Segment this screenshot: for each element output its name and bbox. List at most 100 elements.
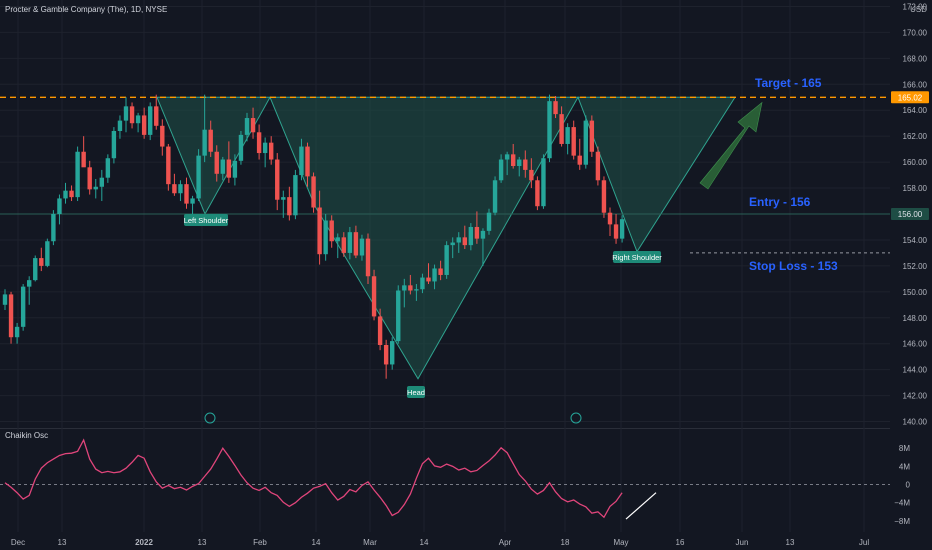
candle-body xyxy=(541,158,546,207)
candle-body xyxy=(462,237,467,246)
time-tick-label: 14 xyxy=(312,538,321,547)
time-tick-label: 2022 xyxy=(135,538,153,547)
candle-body xyxy=(178,184,183,194)
candle-body xyxy=(498,159,504,181)
candle-body xyxy=(377,316,383,345)
candle-body xyxy=(371,276,377,317)
candle-body xyxy=(123,106,129,121)
candle-body xyxy=(51,214,56,242)
price-tick-label: 150.00 xyxy=(903,288,928,297)
candle-body xyxy=(39,258,44,266)
target-price-badge xyxy=(891,91,929,104)
candle-body xyxy=(148,106,153,135)
candle-body xyxy=(63,190,68,199)
candle-body xyxy=(305,146,310,177)
candle-body xyxy=(619,219,625,239)
candle-body xyxy=(486,212,492,231)
candle-body xyxy=(595,151,601,181)
candle-body xyxy=(87,167,92,190)
candle-body xyxy=(456,237,461,243)
candle-body xyxy=(396,290,401,342)
candle-body xyxy=(293,175,298,216)
time-tick-label: 18 xyxy=(561,538,570,547)
entry-label: Entry - 156 xyxy=(749,195,811,209)
candle-body xyxy=(232,160,238,178)
time-tick-label: May xyxy=(613,538,628,547)
candle-body xyxy=(111,130,117,159)
candle-body xyxy=(220,159,225,174)
candle-body xyxy=(523,159,528,170)
time-tick-label: 13 xyxy=(58,538,67,547)
candle-body xyxy=(450,242,455,246)
osc-tick-label: 0 xyxy=(906,481,911,490)
candle-body xyxy=(420,277,425,290)
time-tick-label: 13 xyxy=(198,538,207,547)
candle-body xyxy=(390,341,395,365)
time-tick-label: Dec xyxy=(11,538,25,547)
candle-body xyxy=(256,132,262,154)
candle-body xyxy=(287,197,292,216)
candle-body xyxy=(117,120,123,131)
candle-body xyxy=(311,176,316,208)
candle-body xyxy=(359,238,365,256)
candle-body xyxy=(33,258,38,281)
candle-body xyxy=(565,127,570,144)
price-tick-label: 148.00 xyxy=(903,314,928,323)
candles-series xyxy=(2,94,625,379)
candle-body xyxy=(250,118,256,133)
osc-tick-label: 8M xyxy=(899,444,910,453)
candle-body xyxy=(202,129,207,156)
candle-body xyxy=(275,159,280,200)
candle-body xyxy=(2,294,8,305)
time-tick-label: Mar xyxy=(363,538,377,547)
oscillator-title: Chaikin Osc xyxy=(5,431,49,440)
candle-body xyxy=(141,115,147,135)
price-tick-label: 160.00 xyxy=(903,158,928,167)
candle-body xyxy=(93,186,98,190)
candle-body xyxy=(281,197,286,200)
left-shoulder-tag-bg xyxy=(184,214,228,226)
candle-body xyxy=(347,232,353,253)
candle-body xyxy=(20,286,26,327)
time-tick-label: Apr xyxy=(499,538,512,547)
head-tag: Head xyxy=(407,388,425,397)
candle-body xyxy=(105,158,111,178)
candle-body xyxy=(135,115,141,124)
right-shoulder-tag-bg xyxy=(613,251,661,263)
candle-body xyxy=(14,326,20,338)
price-tick-label: 162.00 xyxy=(903,132,928,141)
price-tick-label: 158.00 xyxy=(903,184,928,193)
candle-body xyxy=(244,118,250,135)
price-tick-label: 152.00 xyxy=(903,262,928,271)
candle-body xyxy=(57,198,62,214)
candle-body xyxy=(45,241,50,266)
candle-body xyxy=(353,232,359,256)
candle-body xyxy=(335,237,340,242)
price-tick-label: 144.00 xyxy=(903,366,928,375)
target-arrow xyxy=(699,101,763,190)
candle-body xyxy=(426,277,431,282)
candle-body xyxy=(589,120,595,152)
price-tick-label: 146.00 xyxy=(903,340,928,349)
candle-body xyxy=(444,245,449,275)
candle-body xyxy=(299,146,304,176)
earnings-icon xyxy=(570,412,582,424)
stop-loss-label: Stop Loss - 153 xyxy=(749,259,838,273)
target-label: Target - 165 xyxy=(755,76,822,90)
candle-body xyxy=(323,220,328,255)
candle-body xyxy=(607,212,613,225)
entry-price-badge-text: 156.00 xyxy=(898,210,923,219)
candle-body xyxy=(571,127,576,156)
candle-body xyxy=(129,106,135,124)
candle-body xyxy=(166,146,171,185)
axes: 140.00 142.00 144.00 146.00 148.00 150.00 152.… xyxy=(11,0,932,550)
candle-body xyxy=(69,190,74,198)
candle-body xyxy=(504,154,510,160)
candle-body xyxy=(480,230,486,239)
candle-body xyxy=(577,155,582,165)
candle-body xyxy=(553,101,558,115)
candle-body xyxy=(226,159,232,178)
candle-body xyxy=(547,101,552,159)
candle-body xyxy=(190,198,195,204)
